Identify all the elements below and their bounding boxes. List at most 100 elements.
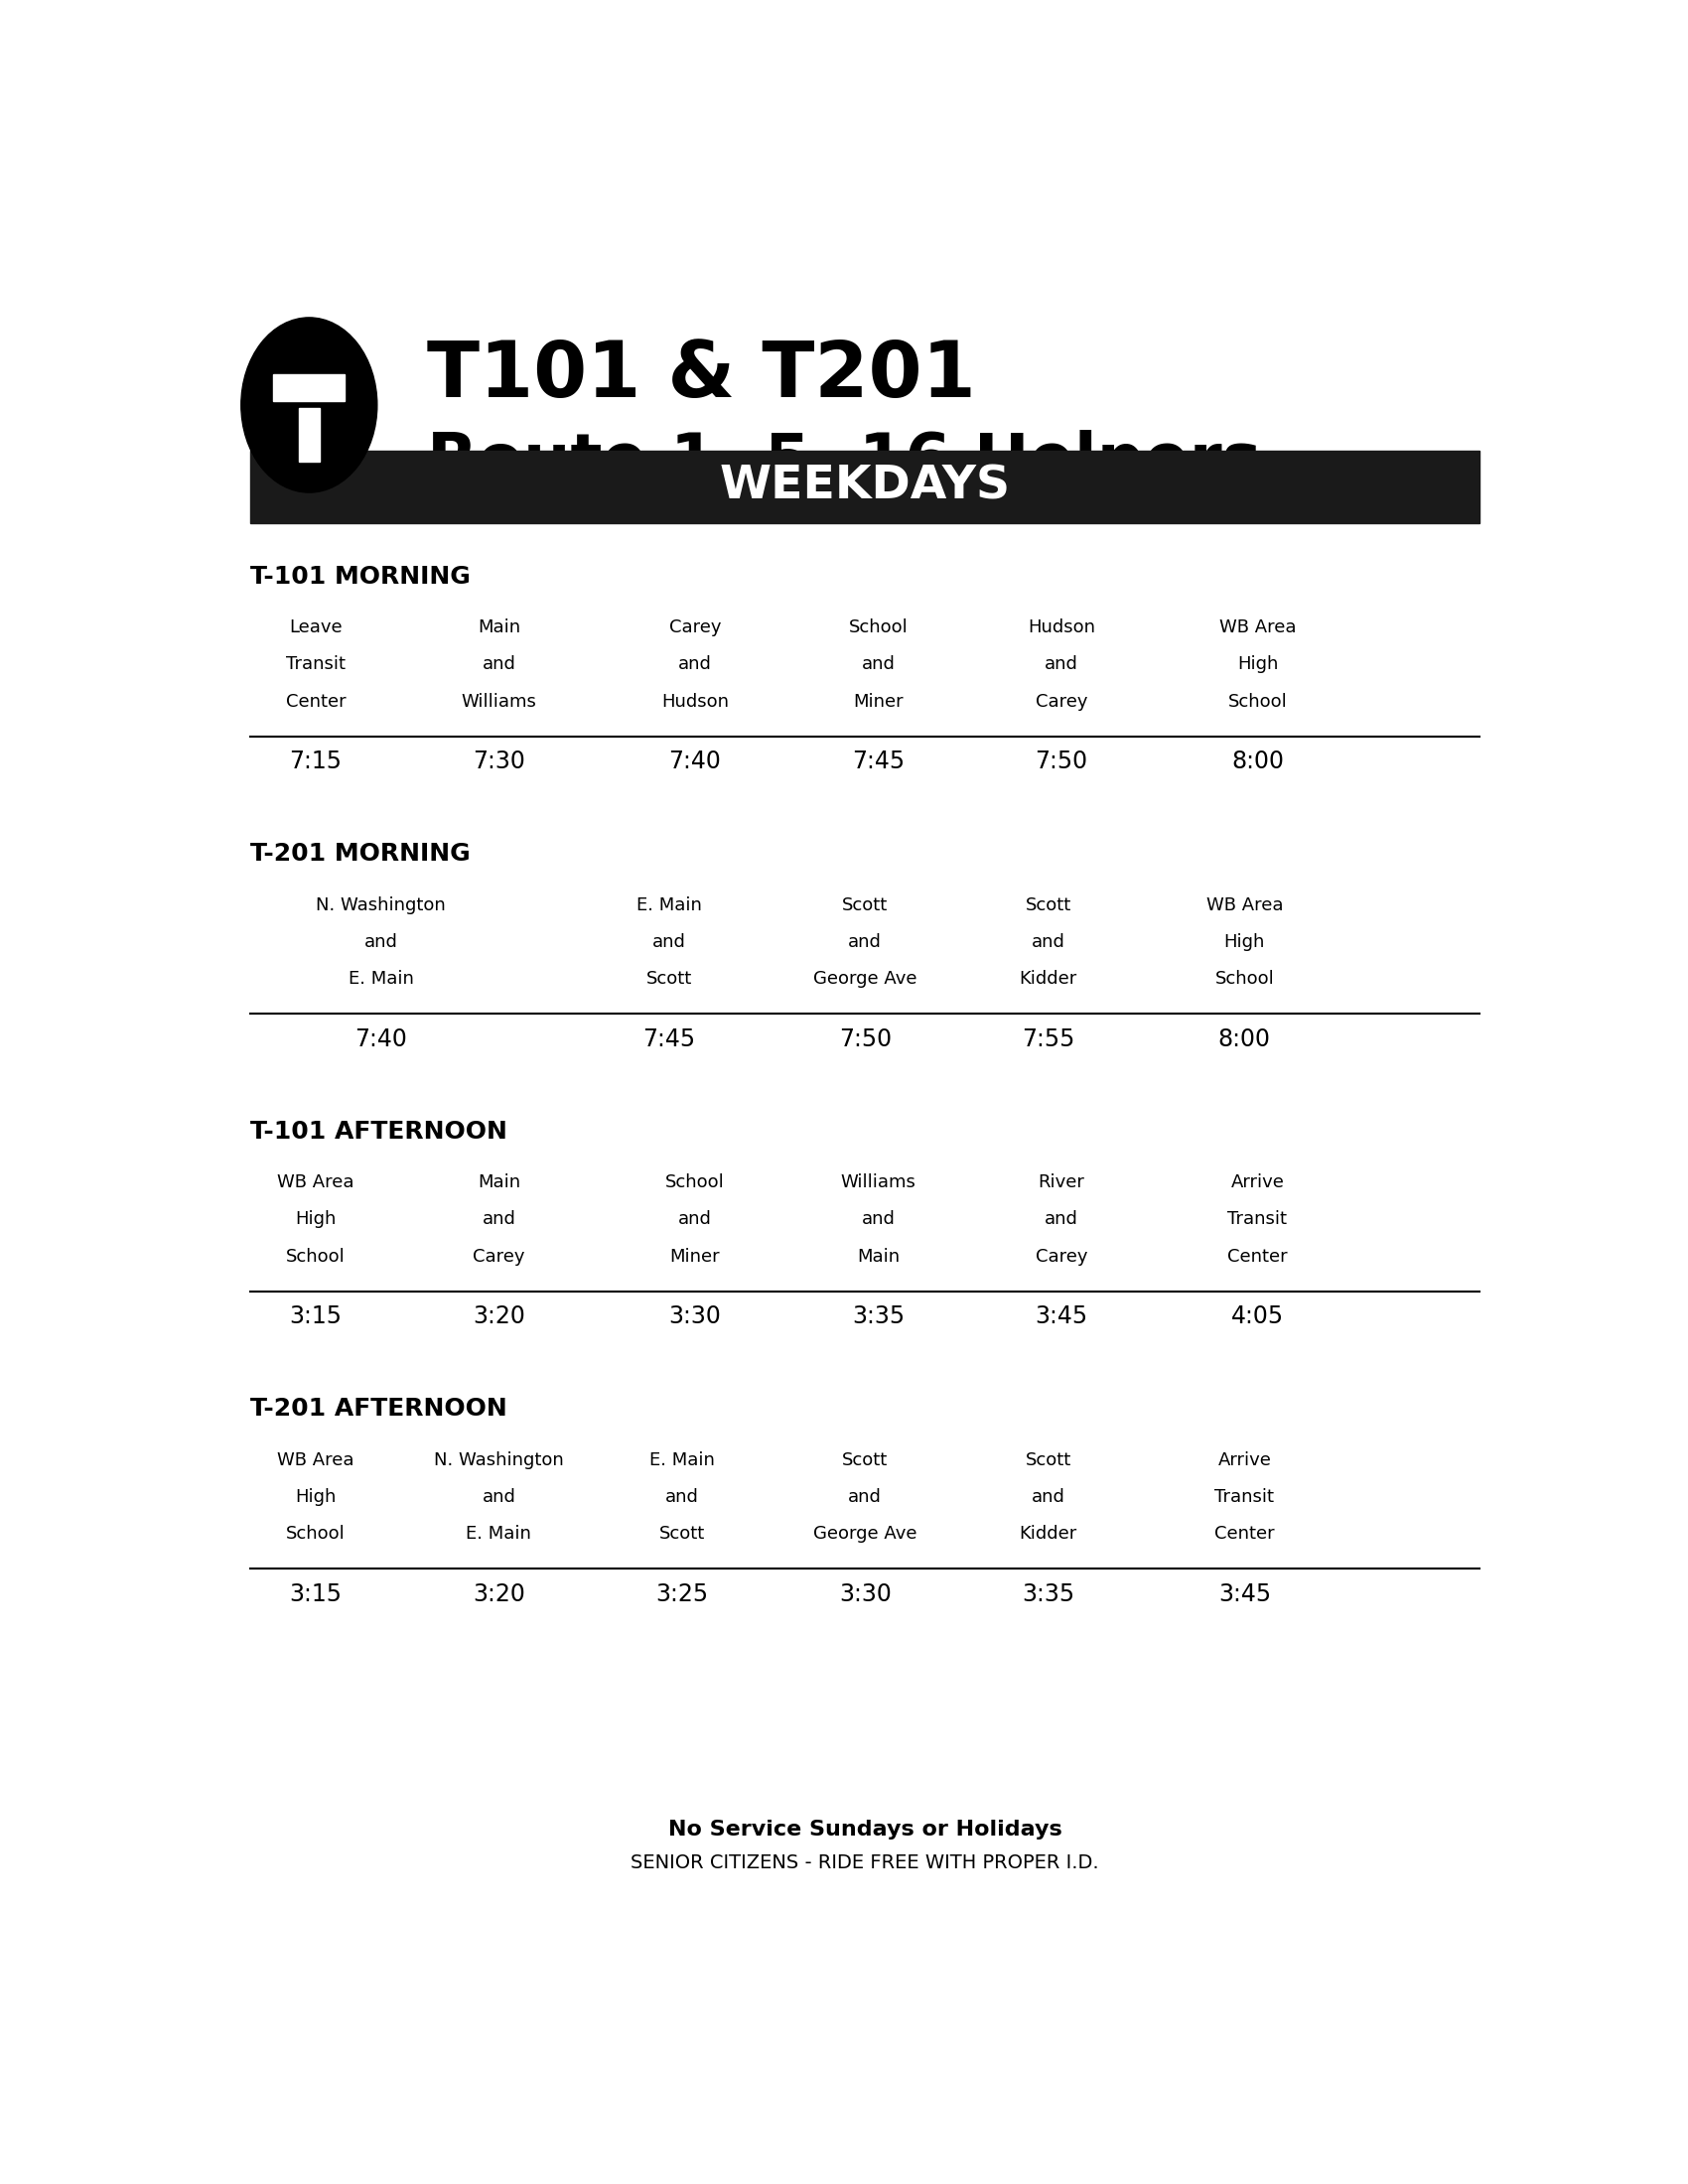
Text: WB Area: WB Area [277, 1173, 354, 1192]
Text: 3:30: 3:30 [668, 1304, 721, 1328]
Text: Kidder: Kidder [1020, 970, 1077, 987]
Text: and: and [1045, 655, 1079, 673]
Text: 7:40: 7:40 [668, 749, 721, 773]
Text: 7:50: 7:50 [839, 1026, 891, 1051]
Text: and: and [861, 655, 895, 673]
Text: and: and [483, 1210, 515, 1227]
Text: 3:20: 3:20 [473, 1581, 525, 1605]
Circle shape [241, 317, 376, 491]
Text: George Ave: George Ave [814, 1524, 917, 1542]
Text: Miner: Miner [670, 1247, 721, 1265]
Text: Carey: Carey [473, 1247, 525, 1265]
Text: Kidder: Kidder [1020, 1524, 1077, 1542]
Text: T-201 MORNING: T-201 MORNING [250, 843, 471, 867]
Text: Miner: Miner [852, 692, 903, 710]
Text: 7:45: 7:45 [643, 1026, 695, 1051]
Text: 3:20: 3:20 [473, 1304, 525, 1328]
Text: Williams: Williams [841, 1173, 917, 1192]
Text: SENIOR CITIZENS - RIDE FREE WITH PROPER I.D.: SENIOR CITIZENS - RIDE FREE WITH PROPER … [631, 1854, 1099, 1872]
Text: 3:30: 3:30 [839, 1581, 891, 1605]
Text: E. Main: E. Main [636, 895, 702, 913]
Text: and: and [679, 655, 712, 673]
Text: Center: Center [1214, 1524, 1274, 1542]
Text: WB Area: WB Area [1219, 618, 1296, 636]
Text: School: School [665, 1173, 724, 1192]
Text: Leave: Leave [289, 618, 343, 636]
Text: 7:50: 7:50 [1035, 749, 1087, 773]
Text: Transit: Transit [1227, 1210, 1288, 1227]
Text: WEEKDAYS: WEEKDAYS [719, 465, 1011, 509]
Bar [273, 373, 344, 400]
Text: T-201 AFTERNOON: T-201 AFTERNOON [250, 1398, 506, 1422]
Text: Carey: Carey [1035, 692, 1087, 710]
Text: and: and [483, 655, 515, 673]
Text: 3:35: 3:35 [852, 1304, 905, 1328]
Text: George Ave: George Ave [814, 970, 917, 987]
Text: Transit: Transit [1215, 1487, 1274, 1507]
Text: and: and [861, 1210, 895, 1227]
Text: and: and [849, 933, 881, 950]
Text: and: and [1031, 1487, 1065, 1507]
Bar [250, 450, 1480, 522]
Text: 7:15: 7:15 [289, 749, 343, 773]
Text: 7:45: 7:45 [852, 749, 905, 773]
Bar [299, 408, 319, 461]
Text: Scott: Scott [647, 970, 692, 987]
Text: Carey: Carey [1035, 1247, 1087, 1265]
Text: 4:05: 4:05 [1231, 1304, 1285, 1328]
Text: Center: Center [1227, 1247, 1288, 1265]
Text: Scott: Scott [842, 1450, 888, 1470]
Text: and: and [1045, 1210, 1079, 1227]
Text: WB Area: WB Area [277, 1450, 354, 1470]
Text: 3:35: 3:35 [1021, 1581, 1075, 1605]
Text: and: and [849, 1487, 881, 1507]
Text: T-101 AFTERNOON: T-101 AFTERNOON [250, 1120, 508, 1144]
Text: T-101 MORNING: T-101 MORNING [250, 566, 471, 590]
Text: Center: Center [285, 692, 346, 710]
Text: School: School [849, 618, 908, 636]
Text: School: School [285, 1247, 346, 1265]
Text: High: High [1237, 655, 1278, 673]
Text: Scott: Scott [842, 895, 888, 913]
Text: Hudson: Hudson [662, 692, 729, 710]
Text: Transit: Transit [285, 655, 346, 673]
Text: N. Washington: N. Washington [434, 1450, 564, 1470]
Text: High: High [295, 1210, 336, 1227]
Text: and: and [483, 1487, 515, 1507]
Text: 3:45: 3:45 [1219, 1581, 1271, 1605]
Text: 7:30: 7:30 [473, 749, 525, 773]
Text: E. Main: E. Main [466, 1524, 532, 1542]
Text: Route 1, 5, 16 Helpers: Route 1, 5, 16 Helpers [427, 430, 1261, 496]
Text: and: and [652, 933, 685, 950]
Text: 7:55: 7:55 [1021, 1026, 1075, 1051]
Text: E. Main: E. Main [348, 970, 414, 987]
Text: 7:40: 7:40 [354, 1026, 407, 1051]
Text: and: and [365, 933, 398, 950]
Text: 3:15: 3:15 [289, 1581, 343, 1605]
Text: Scott: Scott [1025, 895, 1072, 913]
Text: E. Main: E. Main [650, 1450, 714, 1470]
Text: Main: Main [478, 618, 520, 636]
Text: Main: Main [858, 1247, 900, 1265]
Text: School: School [285, 1524, 346, 1542]
Text: 3:25: 3:25 [655, 1581, 709, 1605]
Text: School: School [1227, 692, 1288, 710]
Text: 3:45: 3:45 [1035, 1304, 1087, 1328]
Text: High: High [295, 1487, 336, 1507]
Text: and: and [679, 1210, 712, 1227]
Text: School: School [1215, 970, 1274, 987]
Text: T101 & T201: T101 & T201 [427, 339, 976, 413]
Text: No Service Sundays or Holidays: No Service Sundays or Holidays [668, 1819, 1062, 1839]
Text: 3:15: 3:15 [289, 1304, 343, 1328]
Text: Arrive: Arrive [1217, 1450, 1271, 1470]
Text: Carey: Carey [668, 618, 721, 636]
Text: N. Washington: N. Washington [316, 895, 446, 913]
Text: and: and [665, 1487, 699, 1507]
Text: Scott: Scott [1025, 1450, 1072, 1470]
Text: Scott: Scott [658, 1524, 706, 1542]
Text: Main: Main [478, 1173, 520, 1192]
Text: Hudson: Hudson [1028, 618, 1096, 636]
Text: 8:00: 8:00 [1219, 1026, 1271, 1051]
Text: Arrive: Arrive [1231, 1173, 1285, 1192]
Text: 8:00: 8:00 [1231, 749, 1285, 773]
